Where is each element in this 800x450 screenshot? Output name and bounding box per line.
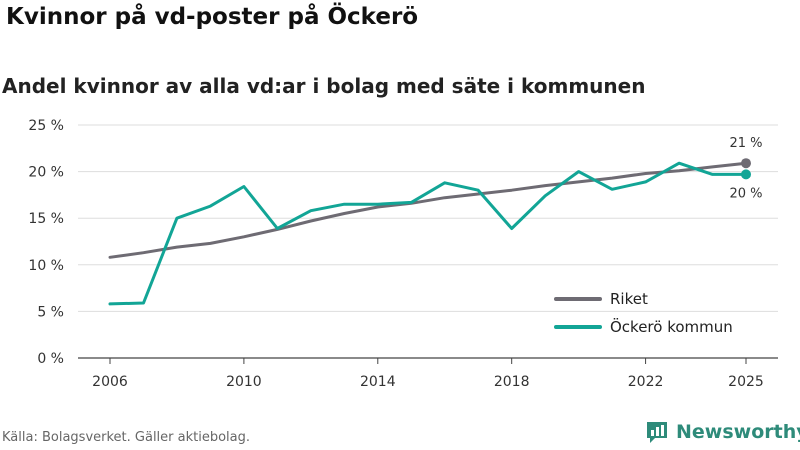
x-tick-label: 2025 (728, 374, 764, 390)
x-tick-label: 2014 (360, 374, 396, 390)
brand-name: Newsworthy (676, 421, 800, 443)
y-tick-label: 20 % (28, 165, 64, 181)
series-line-ockero (108, 161, 748, 306)
legend-label: Öckerö kommun (610, 317, 733, 336)
y-tick-label: 10 % (28, 258, 64, 274)
series-end-point (741, 169, 751, 180)
source-note: Källa: Bolagsverket. Gäller aktiebolag. (2, 430, 251, 445)
chart-subtitle: Andel kvinnor av alla vd:ar i bolag med … (2, 74, 646, 98)
newsworthy-logo-icon (647, 422, 667, 443)
series-end-point (741, 158, 751, 169)
legend-label: Riket (610, 290, 648, 308)
brand-logo: Newsworthy (644, 419, 800, 445)
series-line-riket (108, 161, 748, 259)
series-end-label: 20 % (729, 186, 762, 201)
y-tick-label: 25 % (28, 118, 64, 134)
x-tick-label: 2006 (92, 374, 128, 390)
x-tick-label: 2018 (494, 374, 530, 390)
x-tick-label: 2010 (226, 374, 262, 390)
y-tick-label: 15 % (28, 211, 64, 227)
chart-title: Kvinnor på vd-poster på Öckerö (6, 4, 419, 30)
y-tick-label: 5 % (37, 304, 64, 320)
series-end-label: 21 % (729, 136, 762, 151)
x-tick-label: 2022 (628, 374, 664, 390)
y-tick-label: 0 % (37, 351, 64, 367)
